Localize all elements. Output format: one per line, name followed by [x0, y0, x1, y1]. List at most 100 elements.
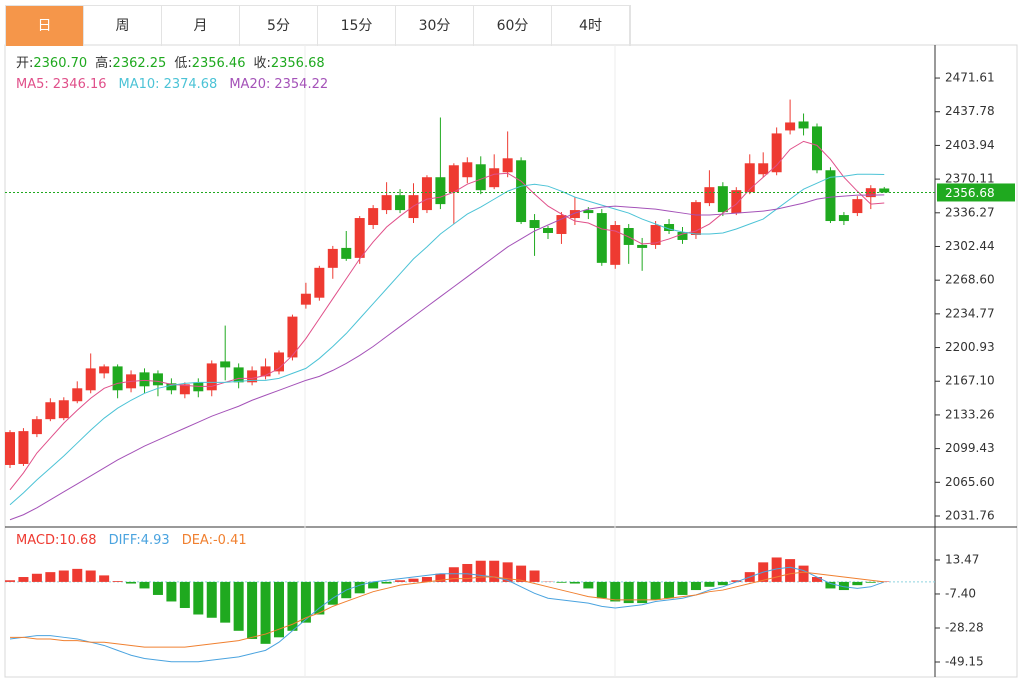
macd-bar: [650, 581, 661, 600]
candle-body: [85, 368, 96, 391]
y-tick-label: 2370.11: [945, 172, 995, 186]
ohlc-info: 开:2360.70 高:2362.25 低:2356.46 收:2356.68: [16, 55, 325, 71]
macd-bar: [300, 581, 311, 623]
candle-body: [798, 121, 809, 129]
candle-body: [435, 177, 446, 205]
period-tab[interactable]: 周: [84, 6, 162, 46]
macd-bar: [152, 581, 163, 595]
legend-value: 4.93: [141, 533, 170, 548]
macd-bar: [233, 581, 244, 631]
macd-bar: [421, 577, 432, 582]
candle-body: [18, 431, 29, 464]
macd-bar: [690, 581, 701, 591]
macd-bar: [556, 581, 567, 583]
macd-bar: [664, 581, 675, 599]
legend-value: 10.68: [59, 533, 96, 548]
macd-bar: [637, 581, 648, 604]
candle-body: [650, 225, 661, 245]
macd-bar: [99, 575, 110, 582]
candle-body: [381, 195, 392, 211]
y-tick-label: 2065.60: [945, 475, 995, 489]
candle-body: [166, 383, 177, 391]
y-tick-label: 2099.43: [945, 441, 995, 455]
candle-body: [179, 384, 190, 395]
legend-label: MA20:: [229, 77, 270, 92]
macd-bar: [677, 581, 688, 595]
y-tick-label: 2031.76: [945, 508, 995, 522]
legend-value: -0.41: [213, 533, 247, 548]
candle-body: [489, 168, 500, 188]
candle-body: [610, 225, 621, 265]
candle-body: [448, 165, 459, 193]
period-tab[interactable]: 4时: [552, 6, 630, 46]
indicator-line: [9, 173, 885, 506]
candle-body: [744, 163, 755, 193]
macd-bar: [596, 581, 607, 599]
candle-body: [852, 199, 863, 214]
indicator-line: [9, 194, 885, 521]
period-tab[interactable]: 月: [162, 6, 240, 46]
macd-bar: [529, 570, 540, 582]
macd-bar: [112, 581, 123, 582]
candle-body: [583, 210, 594, 214]
candle-body: [664, 224, 675, 231]
info-label: 开:: [16, 56, 33, 71]
macd-bar: [354, 581, 365, 594]
macd-bar: [260, 581, 271, 644]
macd-bar: [785, 559, 796, 582]
candle-body: [771, 133, 782, 173]
candle-body: [596, 213, 607, 263]
period-tab[interactable]: 5分: [240, 6, 318, 46]
candle-body: [287, 316, 298, 358]
candle-body: [139, 372, 150, 387]
period-tab[interactable]: 日: [6, 6, 84, 46]
candle-body: [637, 244, 648, 248]
macd-bar: [193, 581, 204, 615]
macd-bar: [435, 573, 446, 582]
macd-bar: [704, 581, 715, 587]
candle-body: [327, 248, 338, 268]
candle-body: [341, 247, 352, 259]
macd-bar: [395, 580, 406, 582]
period-tab[interactable]: 30分: [396, 6, 474, 46]
candle-body: [247, 370, 258, 383]
candle-body: [556, 215, 567, 234]
info-label: 低:: [174, 56, 191, 71]
candle-body: [717, 186, 728, 213]
macd-bar: [825, 581, 836, 589]
candle-body: [812, 126, 822, 171]
candle-body: [704, 187, 715, 204]
candle-body: [785, 122, 796, 131]
macd-bar: [408, 578, 419, 582]
period-tab[interactable]: 15分: [318, 6, 396, 46]
candle-body: [475, 164, 486, 191]
indicator-line: [10, 571, 885, 648]
period-tab[interactable]: 60分: [474, 6, 552, 46]
macd-bar: [812, 577, 822, 582]
y-tick-label: 13.47: [945, 552, 979, 566]
candle-body: [421, 177, 432, 211]
y-tick-label: 2167.10: [945, 374, 995, 388]
y-tick-label: -7.40: [945, 586, 976, 600]
y-tick-label: 2133.26: [945, 407, 995, 421]
macd-bar: [771, 557, 782, 582]
macd-bar: [126, 581, 137, 584]
candle-body: [45, 402, 56, 420]
macd-bar: [381, 581, 392, 584]
candle-body: [220, 361, 231, 368]
candle-body: [354, 218, 365, 258]
macd-bar: [731, 580, 742, 582]
legend-label: MA5:: [16, 77, 49, 92]
macd-bar: [489, 560, 500, 582]
candle-body: [300, 293, 311, 305]
candle-body: [395, 195, 406, 211]
last-price-tag: [937, 183, 1015, 202]
macd-bar: [139, 581, 150, 589]
macd-bar: [72, 568, 83, 582]
candle-body: [58, 400, 69, 419]
candle-body: [690, 202, 701, 235]
macd-bar: [583, 581, 594, 589]
y-tick-label: 2336.27: [945, 205, 995, 219]
candle-body: [260, 366, 271, 377]
